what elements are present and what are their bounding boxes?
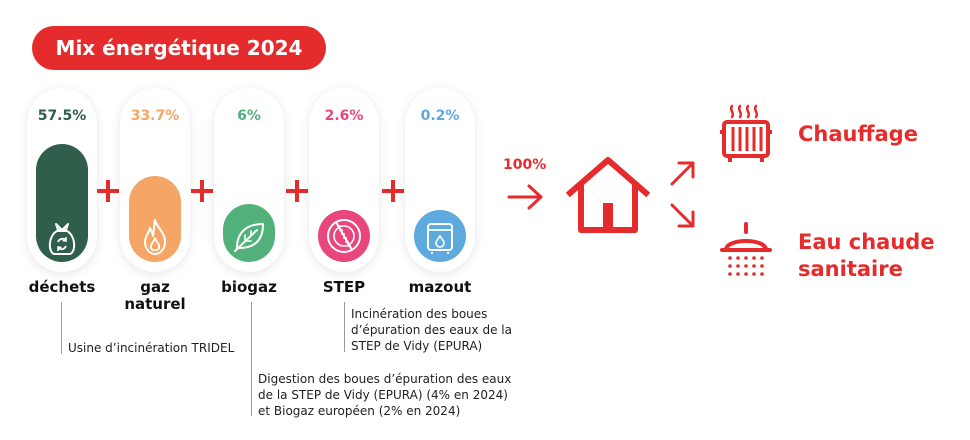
plus-icon: [286, 180, 308, 202]
note-biogaz-line2: de la STEP de Vidy (EPURA) (4% en 2024): [258, 388, 508, 402]
leader-line-step: [344, 302, 345, 352]
label-step: STEP: [322, 278, 366, 296]
bar-biogaz: [223, 204, 275, 262]
output-eau-chaude: Eau chaude sanitaire: [798, 229, 935, 283]
output-chauffage: Chauffage: [798, 122, 918, 146]
flame-icon: [144, 219, 166, 255]
label-gaz-line1: gaz: [140, 278, 170, 296]
leader-line-dechets: [61, 302, 62, 354]
label-dechets: déchets: [28, 278, 96, 296]
output-eau-chaude-line2: sanitaire: [798, 257, 903, 281]
waste-bag-recycle-icon: [48, 223, 76, 255]
radiator-icon: [720, 104, 772, 162]
note-dechets: Usine d’incinération TRIDEL: [68, 341, 235, 355]
label-biogaz: biogaz: [221, 278, 277, 296]
note-step-line1: Incinération des boues: [351, 307, 488, 321]
title-badge: Mix énergétique 2024: [32, 26, 326, 70]
shower-icon: [720, 222, 772, 276]
source-card-gaz: 33.7%: [120, 88, 190, 272]
source-card-dechets: 57.5%: [27, 88, 97, 272]
house-icon: [565, 157, 651, 233]
percent-gaz: 33.7%: [130, 108, 180, 124]
percent-step: 2.6%: [324, 108, 364, 124]
note-biogaz: Digestion des boues d’épuration des eaux…: [258, 371, 548, 419]
arrow-right-icon: [507, 184, 543, 210]
percent-biogaz: 6%: [237, 108, 261, 124]
oil-tank-icon: [427, 223, 453, 254]
arrow-up-right-icon: [670, 161, 695, 186]
note-step: Incinération des boues d’épuration des e…: [351, 306, 551, 354]
source-card-mazout: 0.2%: [405, 88, 475, 272]
leader-line-biogaz: [251, 302, 252, 416]
label-gaz-line2: naturel: [124, 295, 186, 313]
plus-icon: [97, 180, 119, 202]
step-filter-icon: [327, 219, 361, 253]
note-biogaz-line3: et Biogaz européen (2% en 2024): [258, 404, 461, 418]
plus-icon: [191, 180, 213, 202]
bar-dechets: [36, 144, 88, 262]
bar-gaz: [129, 176, 181, 262]
percent-dechets: 57.5%: [37, 108, 87, 124]
bar-step: [318, 210, 370, 262]
label-mazout: mazout: [408, 278, 472, 296]
plus-icon: [382, 180, 404, 202]
source-card-step: 2.6%: [309, 88, 379, 272]
percent-mazout: 0.2%: [420, 108, 460, 124]
leaf-icon: [234, 223, 264, 252]
note-step-line3: STEP de Vidy (EPURA): [351, 339, 483, 353]
page-title: Mix énergétique 2024: [55, 36, 303, 60]
note-step-line2: d’épuration des eaux de la: [351, 323, 512, 337]
source-card-biogaz: 6%: [214, 88, 284, 272]
output-eau-chaude-line1: Eau chaude: [798, 230, 935, 254]
label-gaz: gaz naturel: [110, 279, 200, 313]
note-biogaz-line1: Digestion des boues d’épuration des eaux: [258, 372, 512, 386]
arrow-down-right-icon: [670, 203, 695, 228]
total-label: 100%: [503, 157, 547, 173]
bar-mazout: [414, 210, 466, 262]
